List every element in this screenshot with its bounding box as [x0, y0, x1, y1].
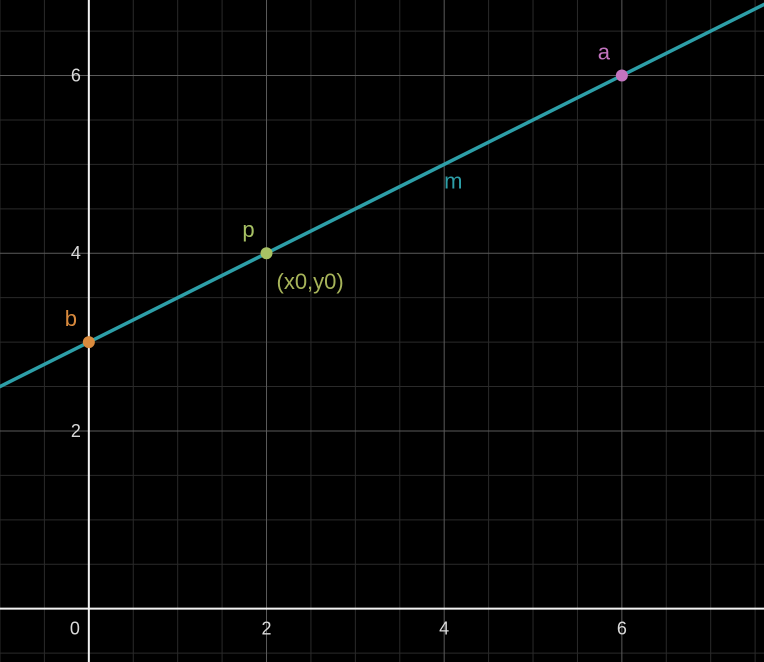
y-tick-label-4: 4 — [71, 243, 81, 263]
y-tick-label-2: 2 — [71, 421, 81, 441]
point-b-label: b — [65, 306, 77, 331]
line-m[interactable] — [0, 2, 764, 389]
y-tick-label-6: 6 — [71, 66, 81, 86]
points: b p (x0,y0) a — [65, 40, 628, 349]
x-tick-label-6: 6 — [617, 619, 627, 639]
point-a[interactable] — [615, 69, 628, 82]
point-b[interactable] — [82, 336, 95, 349]
x-tick-label-2: 2 — [262, 619, 272, 639]
x-tick-label-0: 0 — [70, 619, 80, 639]
point-a-label: a — [598, 40, 611, 65]
line-m-label: m — [444, 168, 462, 193]
point-p-annotation: (x0,y0) — [277, 269, 344, 294]
x-tick-label-4: 4 — [439, 619, 449, 639]
point-p-label: p — [242, 217, 254, 242]
tick-labels: 0 2 4 6 2 4 6 — [70, 66, 627, 639]
point-p[interactable] — [260, 247, 273, 260]
